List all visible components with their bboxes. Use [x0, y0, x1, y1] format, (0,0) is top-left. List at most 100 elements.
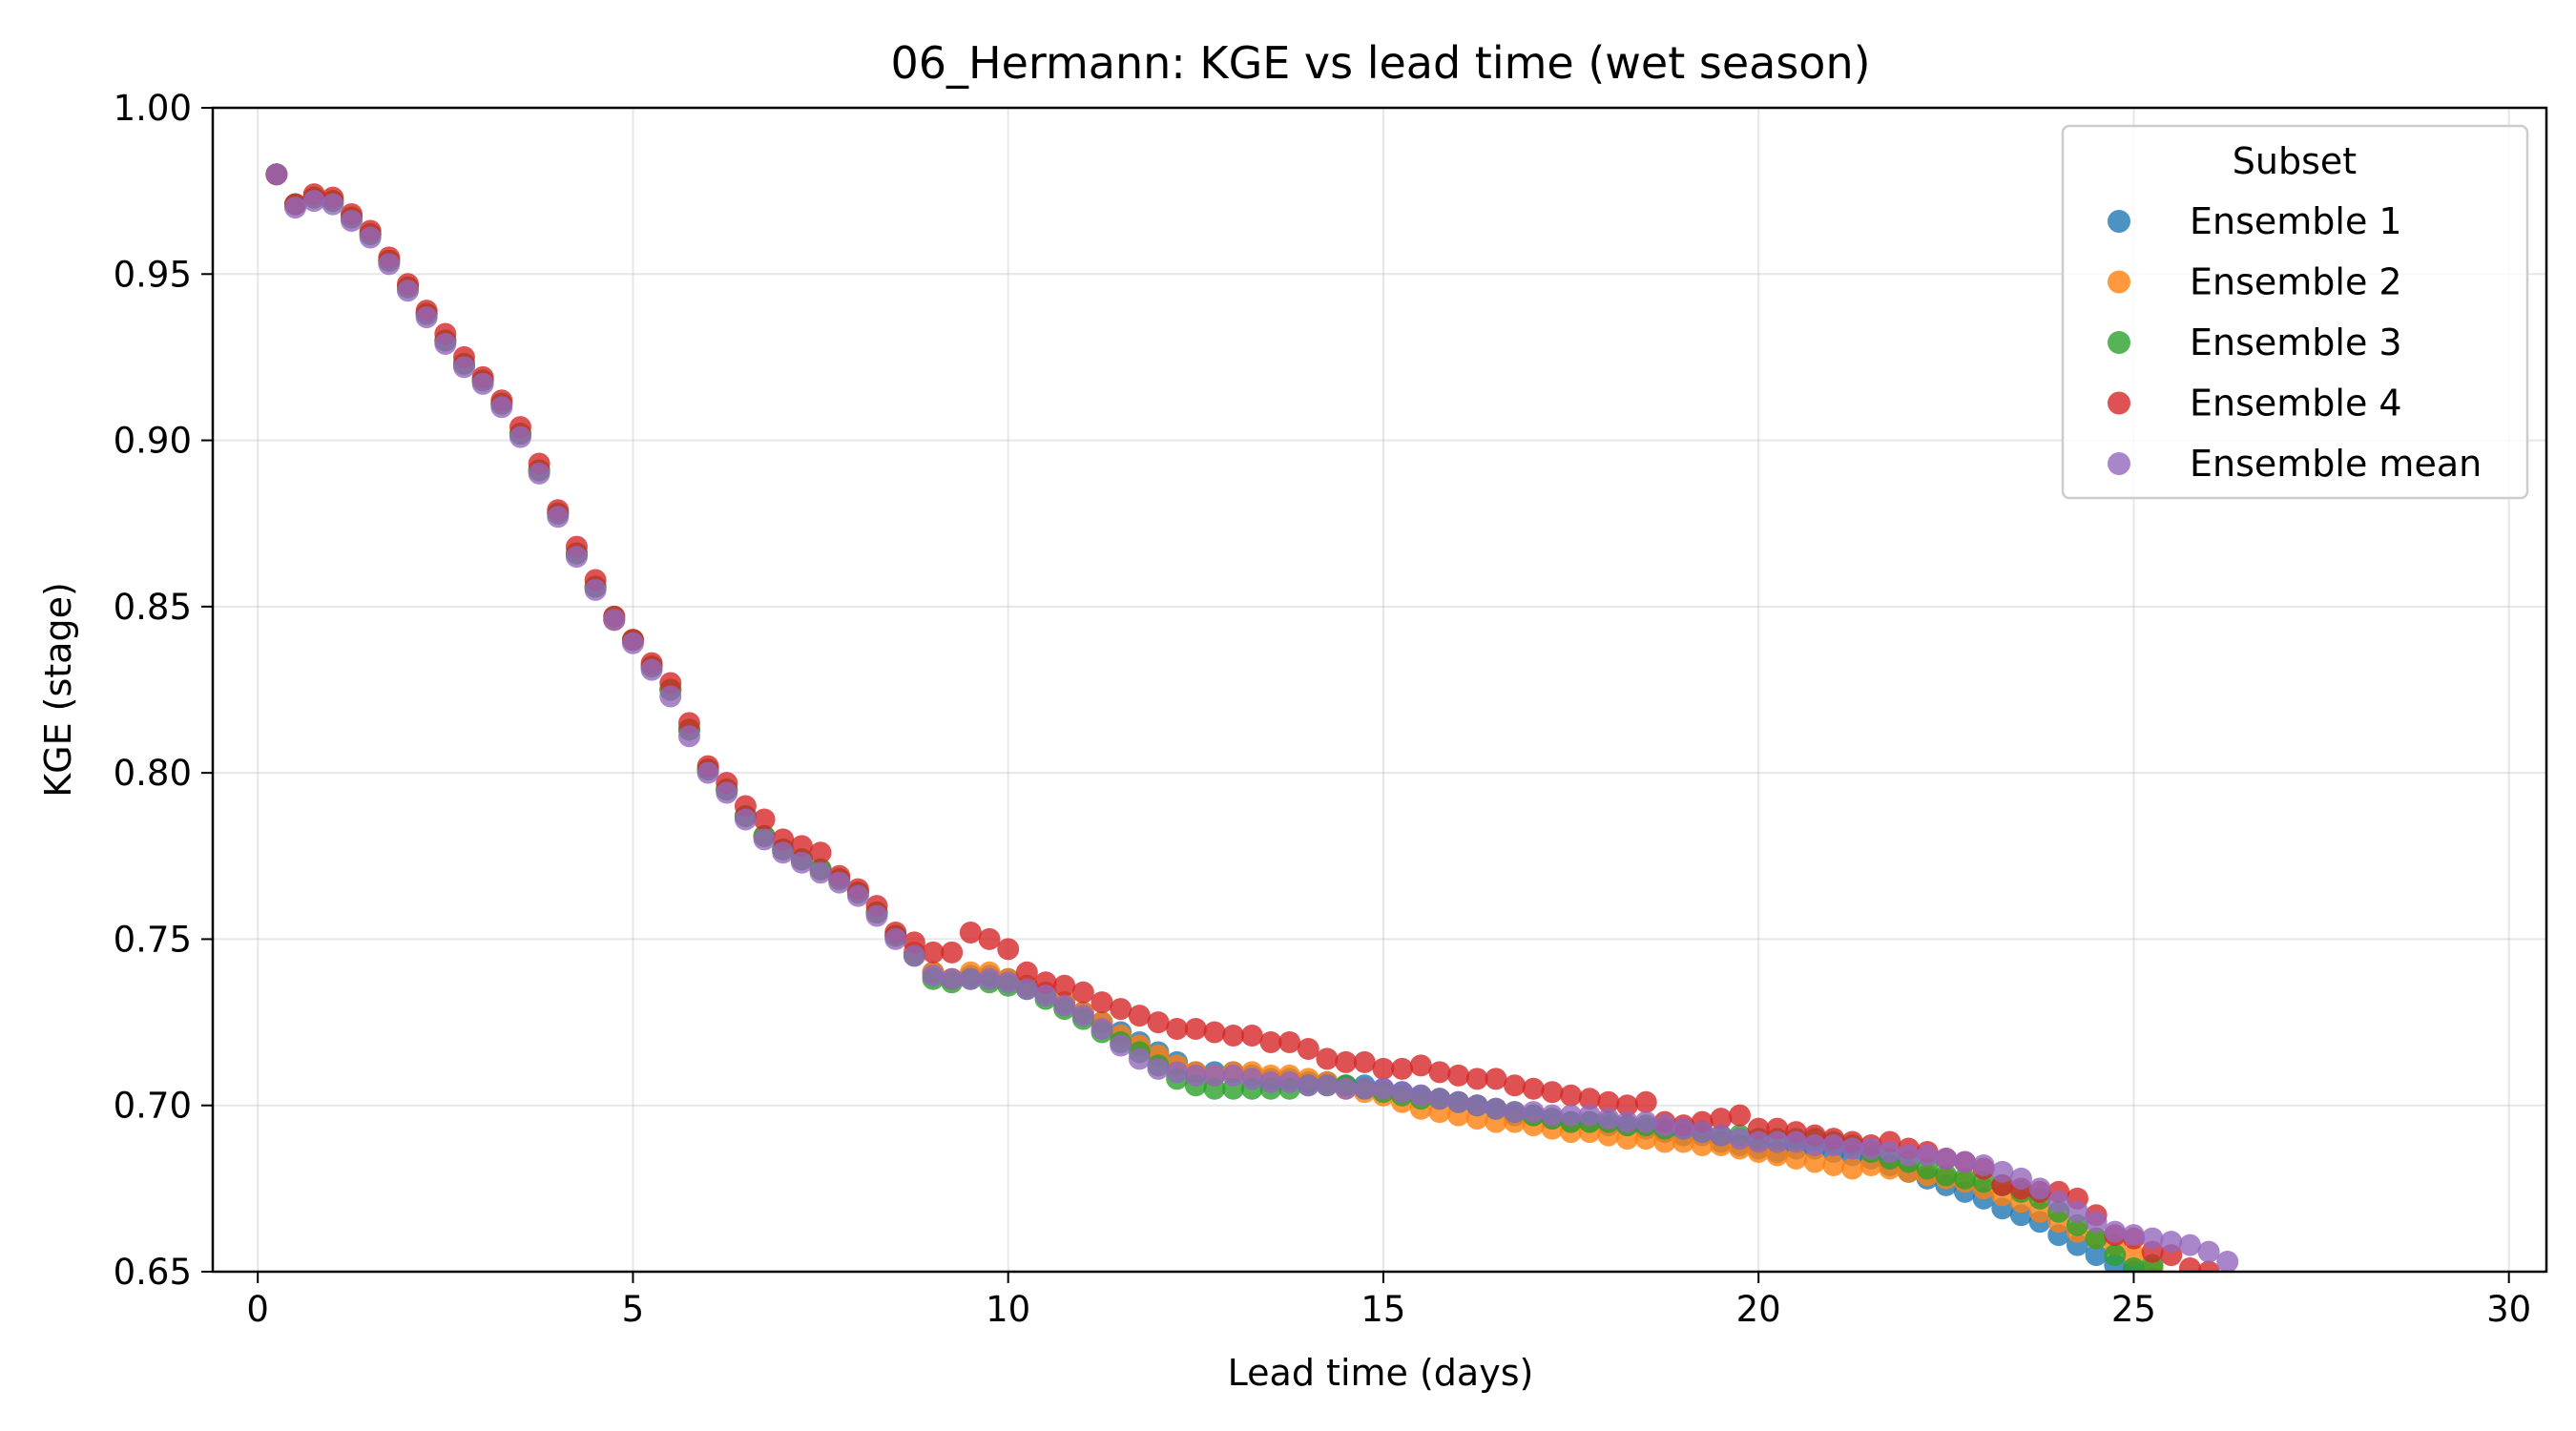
y-tick-label: 1.00 [114, 88, 192, 129]
series-ensemble-mean [265, 163, 2239, 1272]
legend-title: Subset [2233, 140, 2357, 182]
y-axis-title: KGE (stage) [37, 582, 79, 798]
data-point [1278, 1070, 1301, 1093]
data-point [1203, 1021, 1226, 1044]
data-point [2122, 1257, 2145, 1272]
data-point [1785, 1147, 1808, 1170]
data-point [2104, 1244, 2127, 1267]
plot-frame [211, 106, 2548, 1274]
data-point [809, 861, 832, 884]
data-point [1316, 1074, 1339, 1097]
data-point [1110, 998, 1132, 1021]
data-point [997, 938, 1020, 961]
legend-label: Ensemble 3 [2190, 321, 2402, 363]
data-point [547, 506, 570, 529]
data-point [1447, 1064, 1470, 1087]
data-point [2197, 1260, 2220, 1272]
data-point [1953, 1167, 1976, 1190]
data-point [1953, 1151, 1976, 1173]
data-point [903, 944, 925, 967]
data-point [1803, 1134, 1826, 1157]
data-point [396, 280, 419, 302]
y-tick-label: 0.95 [114, 254, 192, 295]
data-point [696, 761, 719, 784]
data-point [978, 927, 1001, 950]
data-point [1166, 1018, 1189, 1041]
data-point [1710, 1124, 1733, 1147]
x-tick-label: 0 [246, 1289, 269, 1330]
data-point [1840, 1137, 1863, 1160]
data-point [1465, 1068, 1488, 1090]
data-point [1053, 974, 1076, 997]
data-point [2216, 1251, 2239, 1272]
data-point [341, 210, 364, 233]
x-tick-label: 25 [2111, 1289, 2156, 1330]
legend-label: Ensemble 2 [2190, 261, 2402, 303]
data-point [1485, 1068, 1507, 1090]
data-point [528, 462, 551, 485]
data-point [828, 871, 851, 894]
data-point [959, 967, 982, 990]
data-point [621, 632, 644, 654]
data-point [846, 884, 869, 907]
data-point [1935, 1164, 1958, 1187]
data-point [1465, 1094, 1488, 1117]
data-point [1822, 1153, 1845, 1176]
data-point [1560, 1104, 1583, 1127]
data-point [1297, 1037, 1319, 1060]
data-point [716, 781, 738, 804]
data-point [1822, 1134, 1845, 1157]
data-point [1409, 1084, 1432, 1107]
data-point [1597, 1108, 1620, 1130]
data-point [2047, 1191, 2070, 1213]
data-point [2178, 1257, 2201, 1272]
data-point [1335, 1050, 1358, 1073]
data-point [1409, 1054, 1432, 1077]
data-point [1053, 994, 1076, 1017]
data-point [1147, 1057, 1170, 1080]
data-point [1972, 1153, 1995, 1176]
data-point [565, 546, 588, 569]
x-axis-title: Lead time (days) [1228, 1352, 1534, 1394]
data-point [1278, 1030, 1301, 1053]
data-point [2122, 1224, 2145, 1247]
data-point [1522, 1077, 1545, 1100]
data-point [1672, 1117, 1695, 1140]
ticks-layer: 0 5 10 15 20 25 30 0.65 0.70 0.75 0.80 0.85 0.90 0.95… [114, 88, 2532, 1330]
legend-items: Ensemble 1 Ensemble 2 Ensemble 3 Ensemble 4… [2108, 200, 2482, 485]
data-point [809, 841, 832, 864]
data-point [1240, 1068, 1263, 1090]
data-point [434, 332, 457, 355]
legend-marker [2108, 331, 2130, 354]
data-point [677, 725, 700, 748]
data-point [1184, 1064, 1207, 1087]
data-point [922, 941, 945, 964]
data-point [1504, 1074, 1527, 1097]
data-point [1316, 1047, 1339, 1070]
data-point [584, 578, 607, 601]
data-point [2160, 1231, 2183, 1254]
data-point [1015, 978, 1038, 1001]
data-point [265, 163, 288, 186]
data-point [415, 306, 438, 329]
data-point [1616, 1094, 1639, 1117]
data-point [1747, 1130, 1770, 1153]
data-point [1222, 1025, 1245, 1047]
x-tick-label: 30 [2486, 1289, 2531, 1330]
y-tick-label: 0.75 [114, 919, 192, 960]
points-layer [265, 163, 2239, 1272]
legend-label: Ensemble mean [2190, 443, 2482, 485]
data-point [1485, 1097, 1507, 1120]
chart-title: 06_Hermann: KGE vs lead time (wet season… [890, 37, 1870, 89]
data-point [790, 835, 813, 858]
data-point [1691, 1121, 1714, 1144]
data-point [1803, 1151, 1826, 1173]
data-point [322, 193, 344, 216]
data-point [1578, 1104, 1601, 1127]
data-point [1916, 1144, 1939, 1167]
data-point [1597, 1090, 1620, 1113]
data-point [790, 851, 813, 874]
legend-marker [2108, 270, 2130, 294]
